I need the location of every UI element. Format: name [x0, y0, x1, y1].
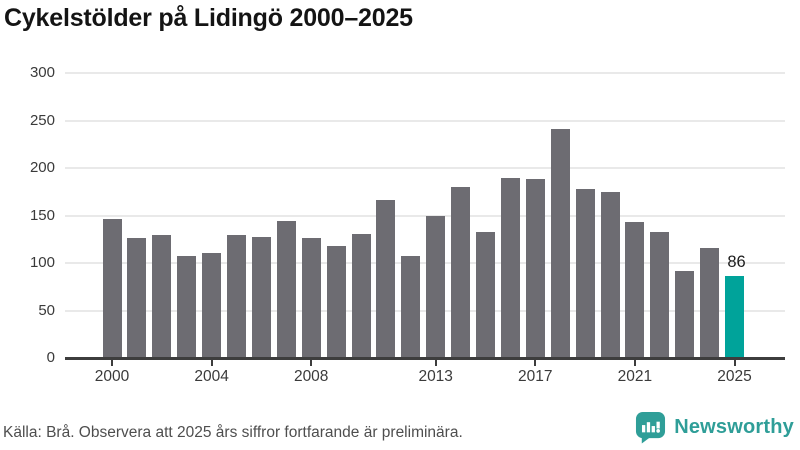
source-note: Källa: Brå. Observera att 2025 års siffr… [3, 424, 463, 441]
x-axis-tick-2013 [434, 360, 437, 366]
x-axis-label-2025: 2025 [717, 368, 752, 385]
bar-2023 [675, 270, 695, 358]
bar-2001 [127, 238, 147, 358]
bar-2024 [700, 247, 720, 358]
y-axis-label-300: 300 [29, 64, 55, 81]
gridline-300 [65, 72, 785, 74]
x-axis-label-2000: 2000 [94, 368, 130, 385]
bar-2016 [500, 177, 520, 358]
gridline-50 [65, 309, 785, 312]
bar-2020 [600, 191, 620, 358]
newsworthy-logo: Newsworthy [635, 411, 794, 444]
y-axis-label-0: 0 [46, 349, 55, 366]
bar-2008 [301, 238, 321, 358]
bar-2017 [525, 179, 545, 358]
bar-2011 [376, 200, 396, 358]
value-label-2025: 86 [727, 253, 746, 272]
x-axis-tick-2021 [633, 360, 636, 366]
gridline-150 [65, 214, 785, 217]
x-axis-tick-2000 [111, 360, 113, 366]
x-axis-label-2004: 2004 [194, 368, 229, 385]
x-axis-tick-2017 [534, 360, 537, 366]
x-axis-label-2017: 2017 [518, 368, 553, 385]
bar-2022 [650, 231, 670, 358]
bar-2003 [177, 256, 197, 358]
x-axis-label-2008: 2008 [293, 368, 329, 385]
bar-2012 [401, 256, 421, 358]
bar-2000 [102, 219, 122, 358]
gridline-200 [65, 167, 785, 169]
x-axis-tick-2004 [210, 360, 213, 366]
bar-2014 [451, 187, 471, 358]
bar-2006 [251, 237, 271, 358]
bar-2007 [276, 221, 296, 358]
bar-2019 [575, 188, 595, 358]
x-axis-tick-2008 [310, 360, 313, 366]
x-axis-label-2021: 2021 [617, 368, 653, 385]
bar-2013 [426, 215, 446, 358]
y-axis-label-100: 100 [29, 254, 55, 271]
gridline-250 [65, 119, 785, 122]
bar-2002 [152, 234, 172, 358]
x-axis-tick-2025 [733, 360, 736, 366]
chart-title: Cykelstölder på Lidingö 2000–2025 [4, 4, 413, 32]
x-axis-label-2013: 2013 [418, 368, 453, 385]
bar-2021 [625, 222, 645, 358]
y-axis-label-200: 200 [29, 159, 55, 176]
y-axis-label-50: 50 [38, 301, 55, 319]
bar-2015 [476, 231, 495, 358]
plot-area: 86 2000 2004 2008 2013 2017 2021 2025 [65, 72, 785, 385]
bar-2018 [550, 129, 570, 358]
bar-2025 [725, 276, 744, 358]
newsworthy-wordmark: Newsworthy [674, 416, 794, 438]
bar-2004 [202, 252, 222, 358]
x-axis-line [65, 357, 785, 360]
y-axis-label-250: 250 [29, 111, 55, 129]
y-axis-label-150: 150 [29, 206, 55, 224]
newsworthy-icon [636, 412, 666, 444]
gridline-100 [65, 262, 785, 264]
bar-2005 [227, 235, 246, 358]
bar-2010 [351, 233, 371, 358]
bar-2009 [326, 245, 346, 358]
